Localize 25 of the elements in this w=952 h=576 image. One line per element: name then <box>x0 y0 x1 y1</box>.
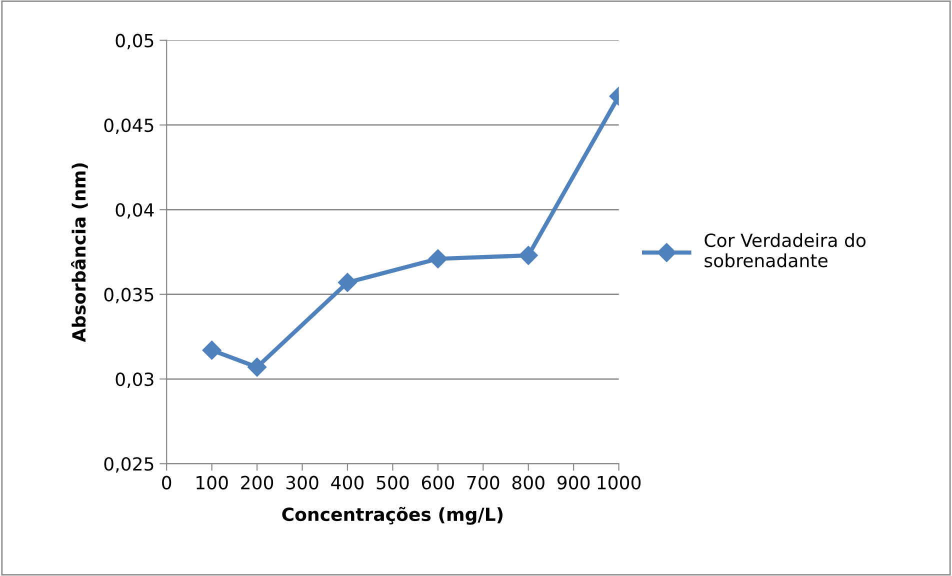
y-tick-label: 0,025 <box>104 457 154 473</box>
y-tick-label: 0,05 <box>116 34 154 50</box>
x-tick-label: 600 <box>422 476 454 490</box>
y-tick-label: 0,035 <box>104 288 154 304</box>
point <box>338 272 358 292</box>
x-tick-label: 900 <box>557 476 590 490</box>
x-tick-label: 0 <box>162 476 172 490</box>
x-tick-label: 1000 <box>598 476 641 490</box>
point <box>428 249 448 268</box>
y-tick-label: 0,04 <box>116 203 154 219</box>
y-tick-label: 0,045 <box>104 118 154 134</box>
point <box>518 246 538 265</box>
point <box>248 358 267 377</box>
x-tick-label: 100 <box>196 476 228 490</box>
y-tick-label: 0,03 <box>116 372 154 388</box>
x-tick-label: 500 <box>376 476 409 490</box>
y-axis-title: Absorbância (nm) <box>71 163 88 342</box>
x-tick-label: 700 <box>467 476 500 490</box>
x-tick-label: 300 <box>286 476 318 490</box>
x-tick-label: 400 <box>331 476 364 490</box>
legend-label: Cor Verdadeira do sobrenadante <box>704 233 866 268</box>
x-axis-title: Concentrações (mg/L) <box>282 506 503 525</box>
point <box>202 340 222 360</box>
x-tick-label: 800 <box>512 476 544 490</box>
x-tick-label: 200 <box>241 476 274 490</box>
